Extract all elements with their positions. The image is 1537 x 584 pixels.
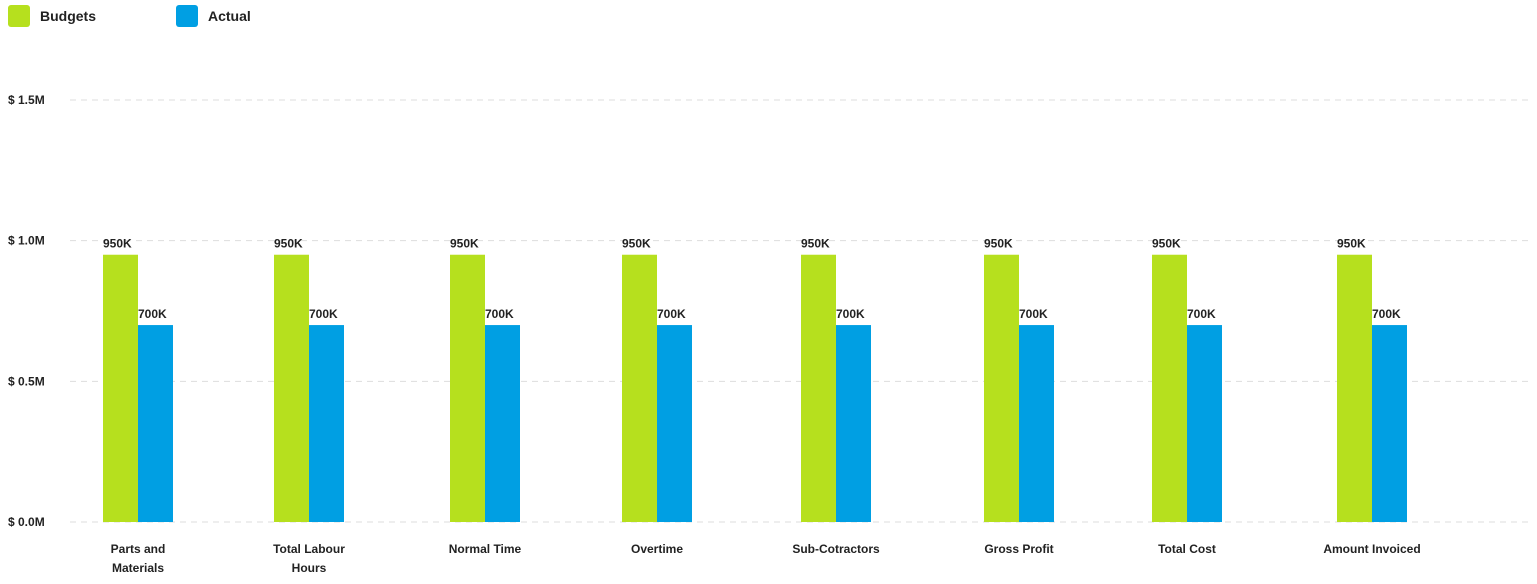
x-tick-label: Overtime (631, 542, 683, 556)
bar-actual (657, 325, 692, 522)
legend: Budgets Actual (8, 5, 331, 27)
legend-swatch-actual (176, 5, 198, 27)
bar-actual (485, 325, 520, 522)
x-tick-label: Parts and (111, 542, 166, 556)
legend-label-budgets: Budgets (40, 8, 96, 24)
bar-budgets (1152, 254, 1187, 522)
x-tick-label: Normal Time (449, 542, 522, 556)
data-label: 700K (1372, 307, 1401, 321)
bar-actual (836, 325, 871, 522)
bar-actual (138, 325, 173, 522)
bar-actual (309, 325, 344, 522)
bar-actual (1187, 325, 1222, 522)
bar-budgets (801, 254, 836, 522)
data-label: 700K (1187, 307, 1216, 321)
bar-budgets (450, 254, 485, 522)
data-label: 950K (103, 237, 132, 251)
data-label: 950K (622, 237, 651, 251)
data-label: 950K (801, 237, 830, 251)
bar-budgets (622, 254, 657, 522)
data-label: 700K (836, 307, 865, 321)
bar-budgets (274, 254, 309, 522)
y-tick-label: $ 0.0M (8, 515, 45, 529)
data-label: 700K (485, 307, 514, 321)
x-tick-label: Amount Invoiced (1323, 542, 1420, 556)
data-label: 700K (138, 307, 167, 321)
legend-item-actual[interactable]: Actual (176, 5, 251, 27)
legend-label-actual: Actual (208, 8, 251, 24)
data-label: 950K (1337, 237, 1366, 251)
x-tick-label: Hours (292, 561, 327, 575)
legend-swatch-budgets (8, 5, 30, 27)
x-tick-label: Gross Profit (984, 542, 1053, 556)
x-tick-label: Total Cost (1158, 542, 1216, 556)
data-label: 950K (1152, 237, 1181, 251)
data-label: 700K (1019, 307, 1048, 321)
y-tick-label: $ 1.5M (8, 93, 45, 107)
x-tick-label: Total Labour (273, 542, 345, 556)
bar-budgets (984, 254, 1019, 522)
bar-budgets (103, 254, 138, 522)
data-label: 950K (274, 237, 303, 251)
data-label: 700K (309, 307, 338, 321)
x-tick-label: Materials (112, 561, 164, 575)
data-label: 950K (984, 237, 1013, 251)
x-tick-label: Sub-Cotractors (792, 542, 880, 556)
bar-actual (1372, 325, 1407, 522)
legend-item-budgets[interactable]: Budgets (8, 5, 96, 27)
bar-budgets (1337, 254, 1372, 522)
data-label: 950K (450, 237, 479, 251)
bar-actual (1019, 325, 1054, 522)
y-tick-label: $ 0.5M (8, 374, 45, 388)
data-label: 700K (657, 307, 686, 321)
y-tick-label: $ 1.0M (8, 234, 45, 248)
